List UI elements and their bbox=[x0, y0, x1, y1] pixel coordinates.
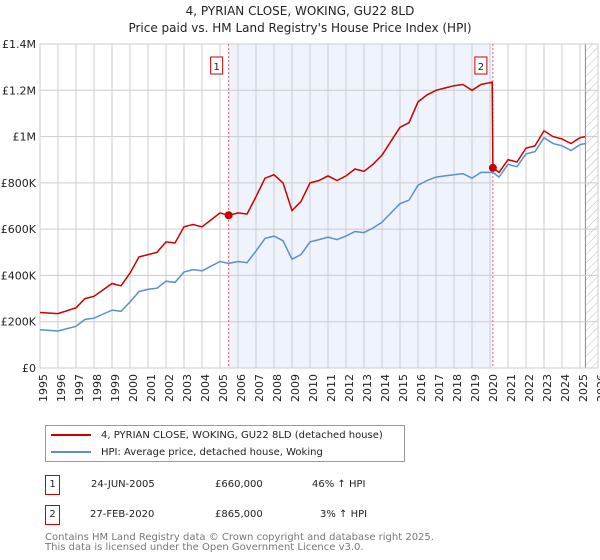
y-tick-label: £800K bbox=[1, 177, 37, 190]
chart-title: 4, PYRIAN CLOSE, WOKING, GU22 8LD bbox=[185, 4, 415, 18]
y-tick-label: £600K bbox=[1, 223, 37, 236]
sale-label: 2 bbox=[478, 62, 484, 73]
footer-copyright: Contains HM Land Registry data © Crown c… bbox=[45, 532, 434, 543]
x-tick-label: 1997 bbox=[73, 374, 86, 402]
plot-frame bbox=[39, 43, 599, 369]
hpi-series-line bbox=[39, 136, 586, 332]
sale-point bbox=[224, 211, 233, 220]
x-tick-label: 1996 bbox=[55, 374, 68, 402]
x-tick-label: 2021 bbox=[505, 374, 518, 402]
y-tick-label: £1.4M bbox=[2, 38, 36, 51]
x-tick-label: 2017 bbox=[433, 374, 446, 402]
x-tick-label: 2007 bbox=[253, 374, 266, 402]
chart-subtitle: Price paid vs. HM Land Registry's House … bbox=[128, 21, 472, 35]
forecast-hatch bbox=[585, 44, 598, 368]
transaction-row: 2 27-FEB-2020 £865,000 3% ↑ HPI bbox=[45, 505, 425, 525]
x-tick-label: 2006 bbox=[235, 374, 248, 402]
x-tick-label: 2001 bbox=[145, 374, 158, 402]
transaction-hpi: 3% ↑ HPI bbox=[320, 509, 368, 520]
y-tick-label: £1.2M bbox=[2, 84, 36, 97]
transaction-price: £865,000 bbox=[215, 509, 263, 520]
x-tick-label: 2026 bbox=[595, 374, 600, 402]
x-tick-label: 2011 bbox=[325, 374, 338, 402]
x-tick-label: 2025 bbox=[577, 374, 590, 402]
legend-swatch bbox=[51, 451, 91, 453]
x-tick-label: 2010 bbox=[307, 374, 320, 402]
property-series-line bbox=[39, 81, 586, 315]
y-tick-label: £1M bbox=[13, 131, 37, 144]
x-tick-label: 2016 bbox=[415, 374, 428, 402]
sale-label-box bbox=[474, 56, 488, 75]
legend-label: 4, PYRIAN CLOSE, WOKING, GU22 8LD (detac… bbox=[101, 429, 383, 441]
line-chart: 1995 1996 1997 1998 1999 2000 2001 2002 2003 2004… bbox=[1, 38, 600, 402]
y-tick-label: £0 bbox=[22, 362, 36, 375]
transaction-date: 24-JUN-2005 bbox=[91, 479, 155, 490]
x-tick-label: 1995 bbox=[37, 374, 50, 402]
transaction-marker: 1 bbox=[45, 475, 60, 495]
x-tick-label: 2009 bbox=[289, 374, 302, 402]
x-tick-label: 2004 bbox=[199, 374, 212, 402]
x-tick-label: 2013 bbox=[361, 374, 374, 402]
transaction-hpi: 46% ↑ HPI bbox=[312, 479, 366, 490]
x-tick-label: 2023 bbox=[541, 374, 554, 402]
x-tick-label: 1999 bbox=[109, 374, 122, 402]
x-tick-label: 1998 bbox=[91, 374, 104, 402]
legend-label: HPI: Average price, detached house, Woki… bbox=[101, 446, 323, 458]
x-tick-label: 2012 bbox=[343, 374, 356, 402]
legend-swatch bbox=[51, 434, 91, 436]
footer-licence: This data is licensed under the Open Gov… bbox=[45, 542, 364, 553]
sale-label-box bbox=[210, 56, 224, 75]
x-tick-label: 2020 bbox=[487, 374, 500, 402]
transaction-marker: 2 bbox=[45, 505, 60, 525]
x-tick-label: 2014 bbox=[379, 374, 392, 402]
legend-item-property: 4, PYRIAN CLOSE, WOKING, GU22 8LD (detac… bbox=[51, 427, 383, 443]
transaction-price: £660,000 bbox=[215, 479, 263, 490]
x-tick-label: 2002 bbox=[163, 374, 176, 402]
x-tick-label: 2022 bbox=[523, 374, 536, 402]
x-tick-label: 2024 bbox=[559, 374, 572, 402]
footer: Contains HM Land Registry data © Crown c… bbox=[45, 533, 434, 553]
y-tick-label: £400K bbox=[1, 269, 37, 282]
legend: 4, PYRIAN CLOSE, WOKING, GU22 8LD (detac… bbox=[45, 425, 405, 462]
x-tick-label: 2019 bbox=[469, 374, 482, 402]
legend-item-hpi: HPI: Average price, detached house, Woki… bbox=[51, 444, 323, 460]
transaction-row: 1 24-JUN-2005 £660,000 46% ↑ HPI bbox=[45, 475, 425, 495]
x-tick-label: 2005 bbox=[217, 374, 230, 402]
shaded-ownership-period bbox=[228, 44, 493, 368]
transaction-date: 27-FEB-2020 bbox=[90, 509, 155, 520]
x-tick-label: 2015 bbox=[397, 374, 410, 402]
x-tick-label: 2008 bbox=[271, 374, 284, 402]
sale-label: 1 bbox=[213, 62, 219, 73]
sale-point bbox=[488, 163, 497, 172]
x-tick-label: 2003 bbox=[181, 374, 194, 402]
x-tick-label: 2000 bbox=[127, 374, 140, 402]
x-tick-label: 2018 bbox=[451, 374, 464, 402]
y-tick-label: £200K bbox=[1, 316, 37, 329]
